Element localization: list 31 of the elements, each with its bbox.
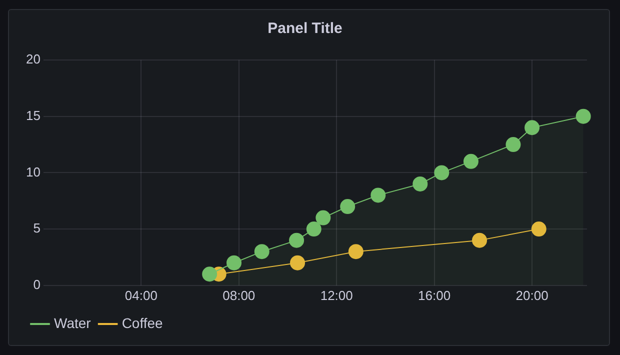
point bbox=[463, 154, 478, 169]
point bbox=[576, 108, 591, 124]
point bbox=[289, 232, 304, 248]
y-tick-label: 0 bbox=[33, 276, 40, 292]
y-tick-label: 15 bbox=[26, 108, 40, 123]
point bbox=[472, 232, 488, 248]
x-tick-label: 16:00 bbox=[418, 288, 451, 303]
point bbox=[531, 222, 546, 237]
point bbox=[370, 188, 386, 203]
legend-label: Water bbox=[54, 314, 92, 331]
x-tick-label: 04:00 bbox=[124, 288, 158, 303]
y-tick-label: 20 bbox=[26, 52, 40, 67]
point bbox=[412, 176, 428, 192]
chart-title: Panel Title bbox=[268, 20, 342, 38]
point bbox=[340, 199, 356, 214]
point bbox=[290, 255, 306, 270]
point bbox=[506, 137, 521, 152]
point bbox=[306, 222, 322, 237]
x-tick-label: 20:00 bbox=[516, 288, 548, 303]
point bbox=[226, 255, 242, 270]
x-tick-label: 12:00 bbox=[320, 288, 353, 303]
point bbox=[434, 165, 450, 180]
y-tick-label: 5 bbox=[33, 220, 40, 236]
point bbox=[524, 120, 540, 136]
point bbox=[202, 266, 218, 282]
y-tick-label: 10 bbox=[26, 164, 40, 180]
legend-label: Coffee bbox=[122, 314, 164, 331]
x-tick-label: 08:00 bbox=[222, 288, 256, 303]
point bbox=[316, 210, 331, 226]
point bbox=[348, 244, 364, 260]
point bbox=[254, 244, 270, 260]
